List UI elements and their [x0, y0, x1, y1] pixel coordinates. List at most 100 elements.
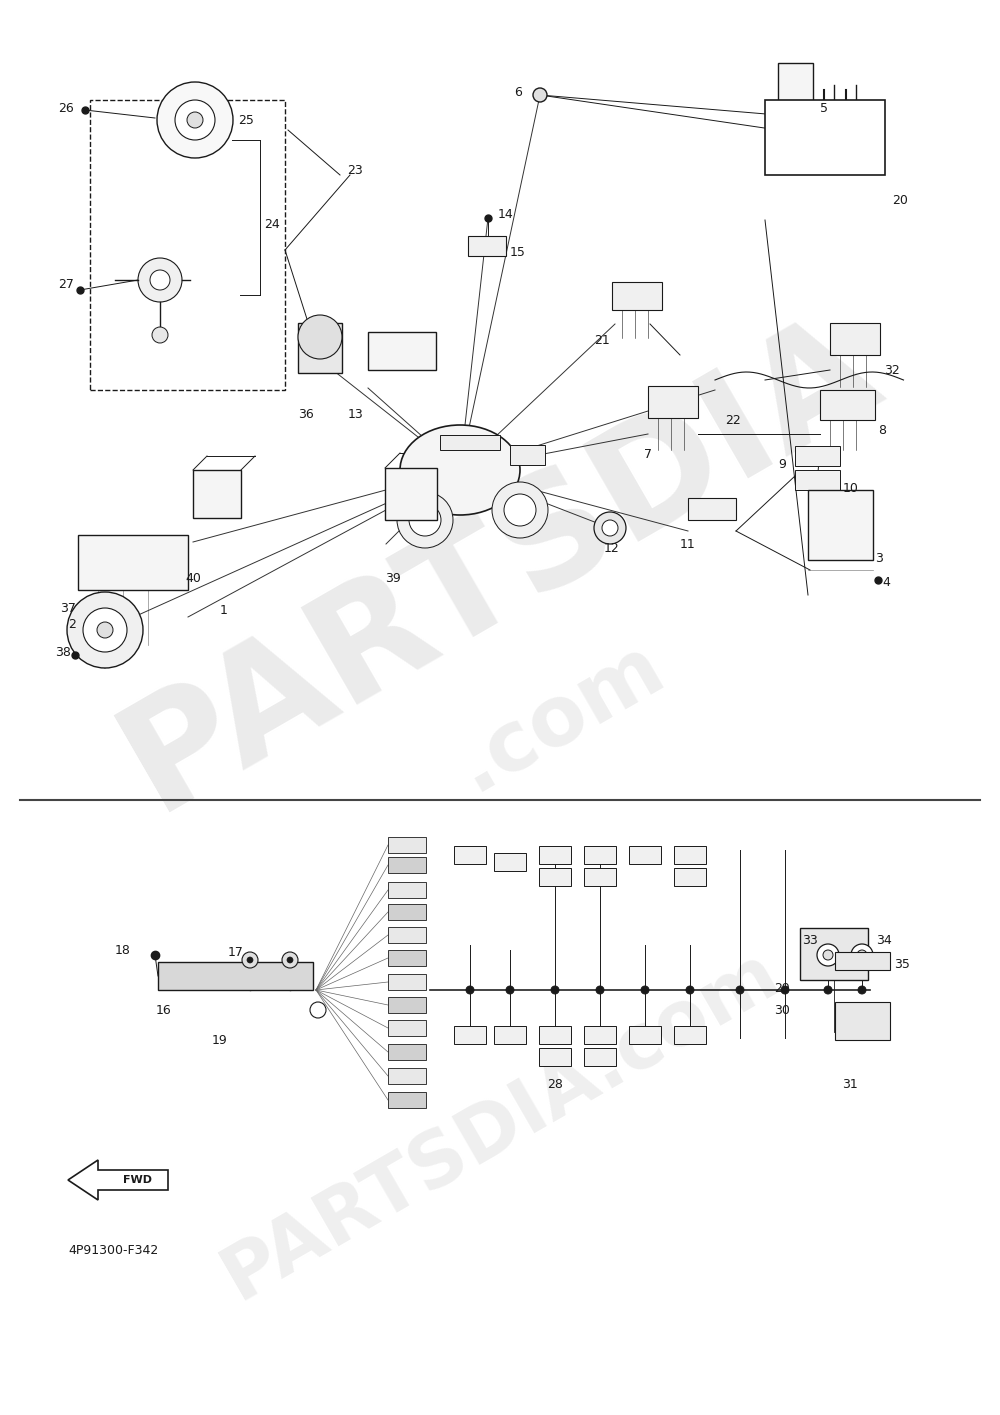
- Circle shape: [858, 986, 866, 993]
- Text: 27: 27: [58, 279, 74, 291]
- Circle shape: [466, 986, 474, 993]
- Bar: [90, 100, 285, 391]
- Bar: [795, 446, 840, 466]
- Text: 3: 3: [875, 552, 883, 565]
- Text: 36: 36: [298, 409, 314, 422]
- Bar: [539, 867, 571, 886]
- Text: 19: 19: [212, 1033, 228, 1047]
- Text: 22: 22: [725, 413, 741, 426]
- Text: 31: 31: [842, 1078, 858, 1091]
- Bar: [388, 927, 426, 942]
- Bar: [385, 468, 437, 519]
- Bar: [454, 1026, 486, 1044]
- Circle shape: [506, 986, 514, 993]
- Circle shape: [781, 986, 789, 993]
- Text: 12: 12: [604, 542, 620, 555]
- Text: 40: 40: [185, 572, 201, 584]
- Circle shape: [409, 504, 441, 536]
- Text: 30: 30: [774, 1003, 790, 1016]
- Circle shape: [851, 944, 873, 966]
- Circle shape: [641, 986, 649, 993]
- Bar: [388, 1044, 426, 1060]
- Text: 18: 18: [115, 944, 131, 957]
- Text: 13: 13: [348, 409, 364, 422]
- Text: 37: 37: [60, 601, 76, 614]
- Bar: [510, 444, 545, 466]
- Text: 14: 14: [498, 208, 514, 222]
- Circle shape: [247, 957, 253, 964]
- Circle shape: [492, 483, 548, 538]
- Bar: [388, 857, 426, 873]
- Bar: [388, 1092, 426, 1108]
- Circle shape: [602, 519, 618, 536]
- Bar: [158, 962, 313, 990]
- Circle shape: [310, 1002, 326, 1017]
- Text: 7: 7: [644, 449, 652, 461]
- Circle shape: [736, 986, 744, 993]
- Text: 16: 16: [156, 1003, 172, 1016]
- Bar: [388, 904, 426, 920]
- Bar: [820, 391, 875, 420]
- Bar: [388, 882, 426, 899]
- Bar: [674, 1026, 706, 1044]
- Bar: [78, 535, 188, 590]
- Polygon shape: [68, 1160, 168, 1200]
- Bar: [688, 498, 736, 519]
- Circle shape: [287, 957, 293, 964]
- Bar: [629, 1026, 661, 1044]
- Bar: [830, 323, 880, 355]
- Text: 6: 6: [514, 86, 522, 99]
- Bar: [468, 236, 506, 256]
- Circle shape: [823, 949, 833, 959]
- Text: 24: 24: [264, 218, 280, 232]
- Circle shape: [551, 986, 559, 993]
- Text: PARTSDIA: PARTSDIA: [98, 290, 902, 841]
- Text: 15: 15: [510, 246, 526, 259]
- Bar: [835, 952, 890, 971]
- Text: .com: .com: [442, 624, 678, 807]
- Circle shape: [152, 327, 168, 342]
- Bar: [648, 386, 698, 417]
- Text: 21: 21: [594, 334, 610, 347]
- Bar: [800, 928, 868, 981]
- Circle shape: [157, 82, 233, 158]
- Text: 8: 8: [878, 423, 886, 436]
- Circle shape: [533, 88, 547, 102]
- Text: PARTSDIA.com: PARTSDIA.com: [209, 935, 791, 1315]
- Text: 10: 10: [843, 481, 859, 494]
- Bar: [440, 434, 500, 450]
- Text: 25: 25: [238, 113, 254, 126]
- Text: 38: 38: [55, 645, 71, 658]
- Circle shape: [857, 949, 867, 959]
- Bar: [584, 1049, 616, 1065]
- Text: 39: 39: [385, 572, 401, 584]
- Bar: [765, 100, 885, 175]
- Circle shape: [397, 492, 453, 548]
- Circle shape: [824, 986, 832, 993]
- Bar: [674, 867, 706, 886]
- Circle shape: [97, 623, 113, 638]
- Bar: [612, 282, 662, 310]
- Text: 2: 2: [68, 618, 76, 631]
- Bar: [584, 1026, 616, 1044]
- Bar: [539, 846, 571, 865]
- Bar: [494, 853, 526, 872]
- Bar: [539, 1049, 571, 1065]
- Bar: [629, 846, 661, 865]
- Bar: [835, 1002, 890, 1040]
- Text: FWD: FWD: [124, 1174, 152, 1184]
- Bar: [674, 846, 706, 865]
- Bar: [454, 846, 486, 865]
- Circle shape: [83, 608, 127, 652]
- Text: 23: 23: [347, 164, 363, 177]
- Circle shape: [282, 952, 298, 968]
- Bar: [388, 974, 426, 990]
- Text: 20: 20: [892, 194, 908, 207]
- Circle shape: [150, 270, 170, 290]
- Circle shape: [298, 316, 342, 359]
- Circle shape: [686, 986, 694, 993]
- Text: 34: 34: [876, 934, 892, 947]
- Ellipse shape: [400, 424, 520, 515]
- Bar: [584, 846, 616, 865]
- Text: 32: 32: [884, 364, 900, 376]
